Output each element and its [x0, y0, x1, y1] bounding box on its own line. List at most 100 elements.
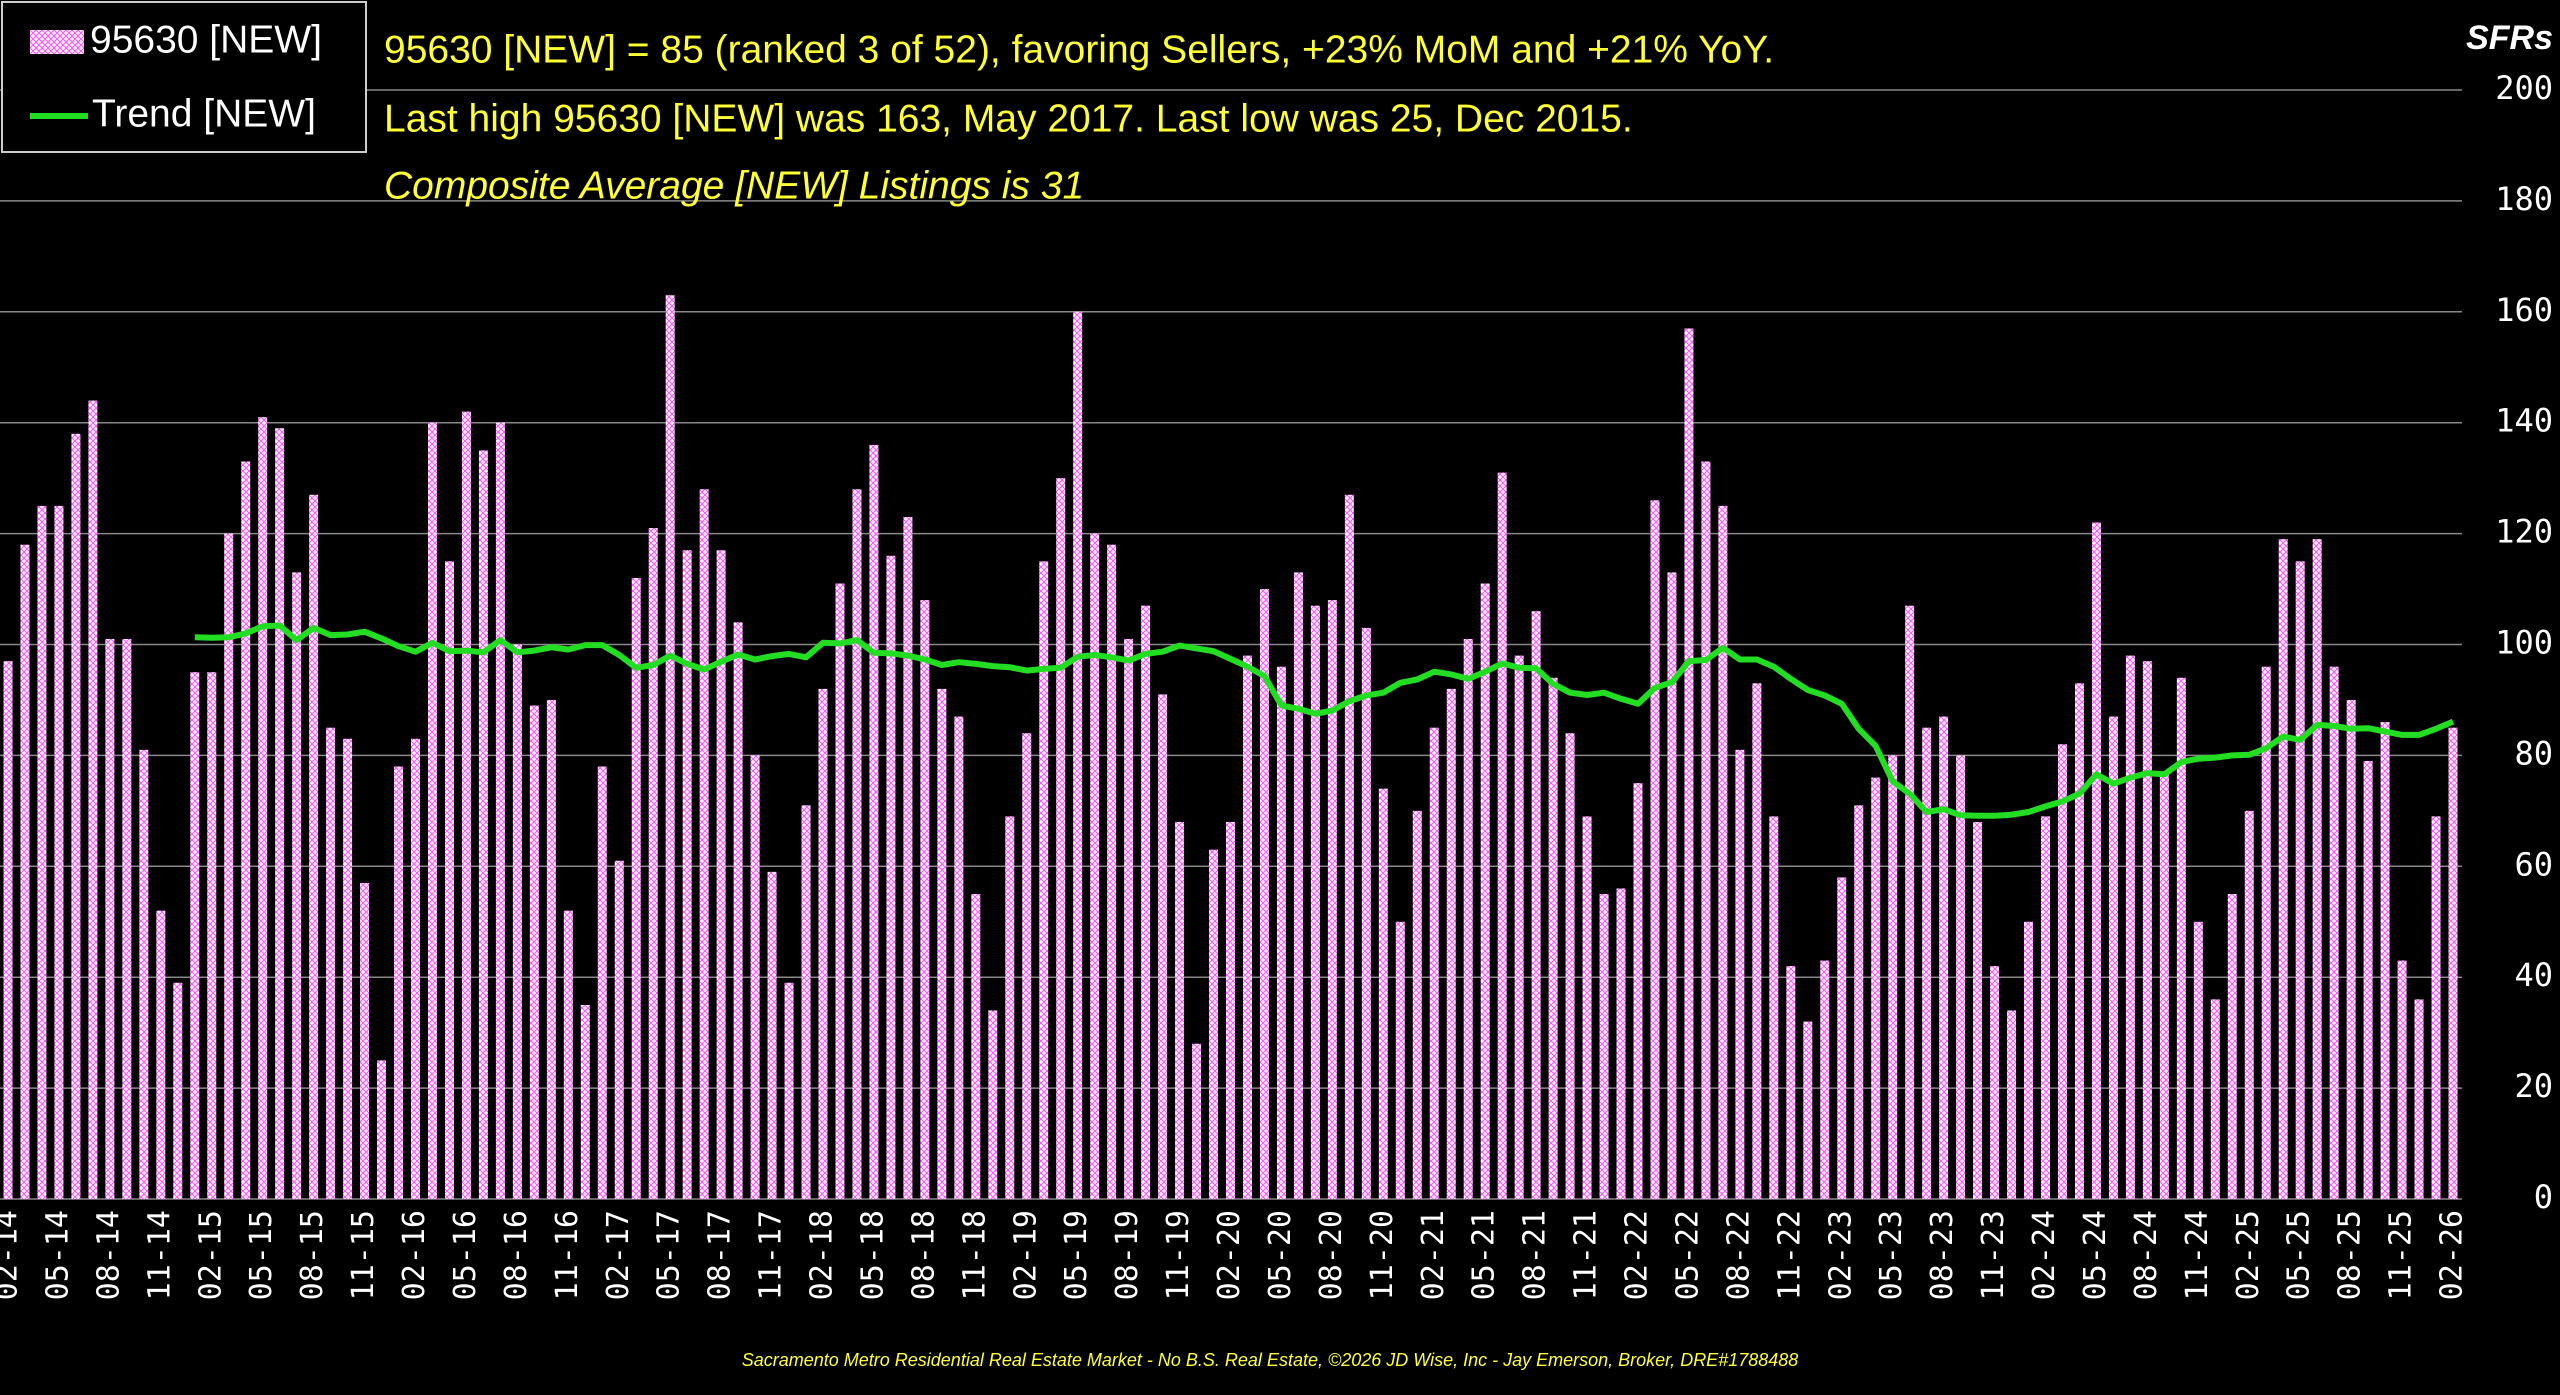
bar: [1141, 605, 1151, 1199]
bar: [818, 688, 828, 1199]
bar: [1293, 572, 1303, 1199]
x-tick-label: 08-24: [2129, 1210, 2164, 1300]
y-tick-label: 120: [2495, 513, 2553, 551]
bar: [1378, 788, 1388, 1199]
bar: [767, 871, 777, 1199]
bar: [580, 1004, 590, 1199]
bar: [597, 766, 607, 1199]
bar: [173, 982, 183, 1199]
bar: [1327, 600, 1337, 1199]
x-tick-label: 05-23: [1874, 1210, 1909, 1300]
legend-swatch: [30, 30, 84, 54]
bar: [2210, 999, 2220, 1199]
bar: [2193, 921, 2203, 1199]
bar: [1922, 727, 1932, 1199]
bar: [1803, 1021, 1813, 1199]
bar: [1259, 589, 1269, 1199]
bar: [122, 638, 132, 1199]
x-tick-label: 11-14: [142, 1210, 177, 1300]
annotation: Last high 95630 [NEW] was 163, May 2017.…: [384, 97, 1633, 140]
bar: [2125, 655, 2135, 1199]
x-tick-label: 05-20: [1263, 1210, 1298, 1300]
bar: [139, 749, 149, 1199]
bar: [461, 411, 471, 1199]
bar: [2091, 522, 2101, 1199]
bar: [2414, 999, 2424, 1199]
x-tick-label: 11-20: [1365, 1210, 1400, 1300]
bar: [2380, 722, 2390, 1199]
x-tick-label: 11-18: [957, 1210, 992, 1300]
bar: [20, 544, 30, 1199]
plot-area: 0 20 40 60 80 100 120 140 160 180 200 02-14 05-14 08-…: [0, 69, 2553, 1300]
bar: [394, 766, 404, 1199]
bar: [699, 489, 709, 1199]
x-tick-label: 05-17: [652, 1210, 687, 1300]
bar: [2074, 683, 2084, 1199]
bar: [495, 422, 505, 1199]
x-tick-label: 02-21: [1416, 1210, 1451, 1300]
x-tick-label: 05-21: [1467, 1210, 1502, 1300]
x-tick-label: 02-24: [2027, 1210, 2062, 1300]
bar: [1701, 461, 1711, 1199]
bar: [1905, 605, 1915, 1199]
bar: [2397, 960, 2407, 1199]
x-tick-label: 08-20: [1314, 1210, 1349, 1300]
x-tick-label: 08-18: [906, 1210, 941, 1300]
y-tick-label: 180: [2495, 180, 2553, 218]
bar: [3, 661, 13, 1199]
bar: [156, 910, 166, 1199]
bar: [1531, 611, 1541, 1199]
bar: [1548, 677, 1558, 1199]
bar: [2448, 727, 2458, 1199]
bar: [648, 528, 658, 1199]
bar: [665, 295, 675, 1199]
bar: [326, 727, 336, 1199]
x-tick-label: 11-19: [1161, 1210, 1196, 1300]
x-tick-label: 05-22: [1670, 1210, 1705, 1300]
x-tick-label: 05-25: [2282, 1210, 2317, 1300]
x-tick-label: 08-25: [2333, 1210, 2368, 1300]
bar: [241, 461, 251, 1199]
bar: [1820, 960, 1830, 1199]
x-tick-label: 05-16: [448, 1210, 483, 1300]
bar: [1599, 894, 1609, 1199]
bar: [71, 433, 81, 1199]
bar: [1073, 311, 1083, 1199]
bar: [1056, 478, 1066, 1199]
x-tick-label: 02-15: [193, 1210, 228, 1300]
bar: [2159, 772, 2169, 1199]
bar: [1242, 655, 1252, 1199]
bar: [2007, 1010, 2017, 1199]
bar: [1752, 683, 1762, 1199]
legend-box: [1, 1, 367, 153]
x-tick-label: 11-23: [1976, 1210, 2011, 1300]
bar: [2346, 699, 2356, 1199]
bar: [1973, 821, 1983, 1199]
bar: [954, 716, 964, 1199]
x-tick-label: 02-22: [1620, 1210, 1655, 1300]
x-tick-label: 11-16: [550, 1210, 585, 1300]
bar: [1005, 816, 1015, 1199]
bar: [801, 805, 811, 1199]
bar: [207, 672, 217, 1199]
bar: [1192, 1043, 1202, 1199]
bar: [2142, 661, 2152, 1199]
bar: [1735, 749, 1745, 1199]
bar: [1616, 888, 1626, 1199]
bar: [937, 688, 947, 1199]
bar: [1344, 494, 1354, 1199]
bar: [2244, 810, 2254, 1199]
x-tick-label: 11-22: [1772, 1210, 1807, 1300]
y-tick-label: 100: [2495, 624, 2553, 662]
bar: [1956, 755, 1966, 1199]
legend-label: 95630 [NEW]: [90, 18, 322, 61]
x-tick-label: 02-14: [0, 1210, 25, 1300]
bar: [1361, 627, 1371, 1199]
x-tick-label: 08-16: [499, 1210, 534, 1300]
x-tick-label: 08-14: [91, 1210, 126, 1300]
bar: [920, 600, 930, 1199]
bar: [614, 860, 624, 1199]
bar: [411, 738, 420, 1199]
y-tick-label: 40: [2514, 956, 2553, 994]
